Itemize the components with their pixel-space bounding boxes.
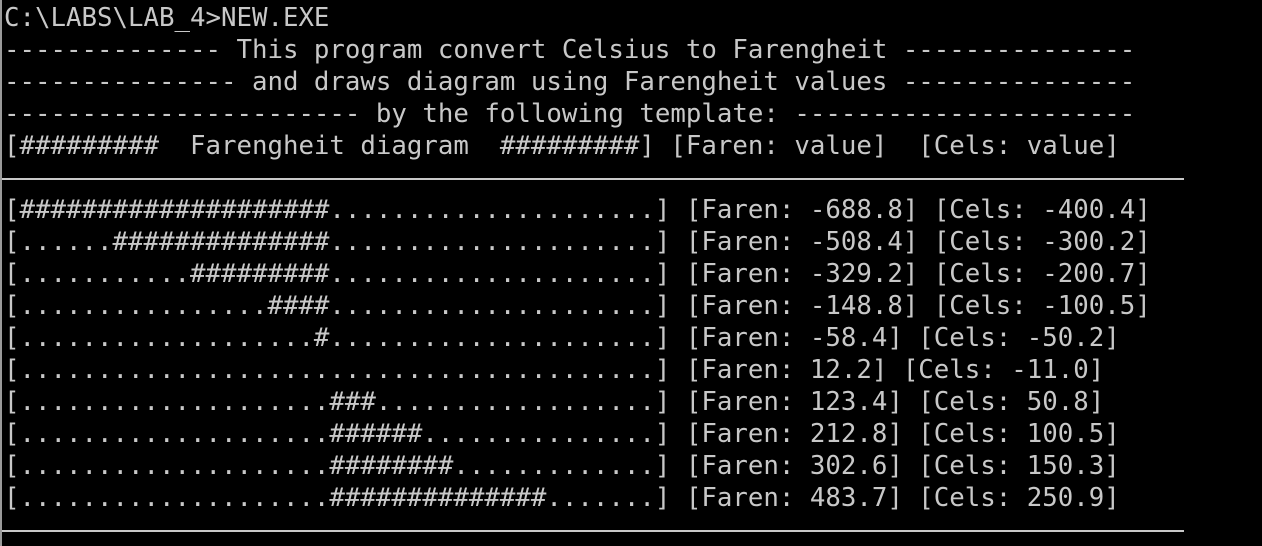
diagram-row-5: [...................#...................… xyxy=(4,323,1120,353)
header-line-2: --------------- and draws diagram using … xyxy=(4,67,1136,97)
diagram-row-1: [####################...................… xyxy=(4,195,1151,225)
console-left-edge xyxy=(0,0,2,546)
diagram-row-9: [....................########...........… xyxy=(4,451,1120,481)
command-prompt-line: C:\LABS\LAB_4>NEW.EXE xyxy=(4,3,330,33)
diagram-row-3: [...........#########...................… xyxy=(4,259,1151,289)
diagram-row-8: [....................######.............… xyxy=(4,419,1120,449)
template-line: [######### Farengheit diagram #########]… xyxy=(4,131,1120,161)
header-line-1: -------------- This program convert Cels… xyxy=(4,35,1136,65)
diagram-row-2: [......##############...................… xyxy=(4,227,1151,257)
diagram-row-10: [....................##############.....… xyxy=(4,483,1120,513)
diagram-row-6: [.......................................… xyxy=(4,355,1105,385)
separator-top xyxy=(2,178,1184,180)
diagram-row-4: [................####...................… xyxy=(4,291,1151,321)
diagram-row-7: [....................###................… xyxy=(4,387,1105,417)
header-line-3: ----------------------- by the following… xyxy=(4,99,1136,129)
separator-bottom xyxy=(2,530,1184,532)
